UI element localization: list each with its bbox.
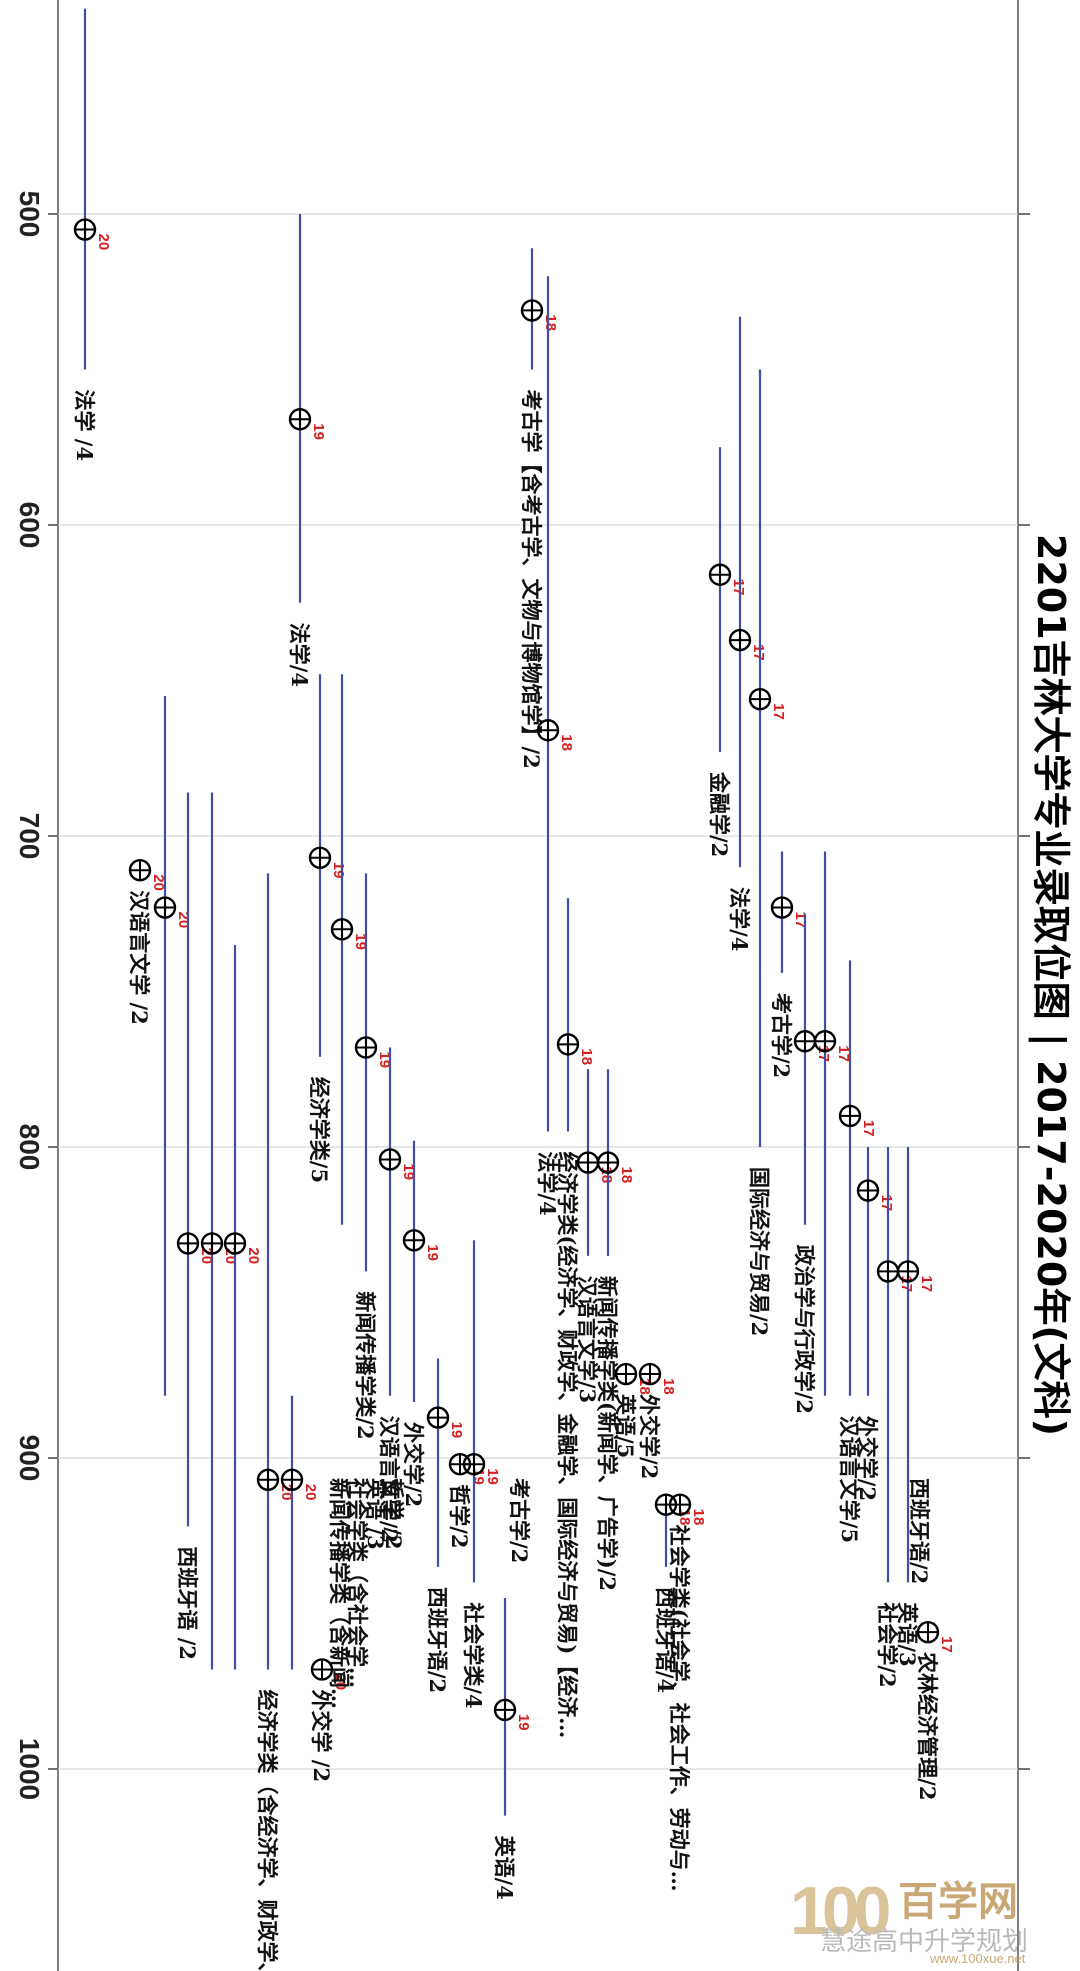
- point-label: 国际经济与贸易/2: [747, 1167, 772, 1336]
- point-label: 西班牙语/2: [907, 1478, 932, 1584]
- point-label: 法学 /4: [72, 390, 97, 462]
- year-label: 20: [175, 912, 192, 929]
- point-label: 西班牙语/4: [653, 1587, 678, 1693]
- year-label: 20: [198, 1247, 215, 1264]
- point-label: 考古学/2: [769, 993, 794, 1078]
- point-label: 汉语言文学/3: [575, 1276, 600, 1403]
- point-label: 新闻传播学类（含新闻…: [327, 1478, 352, 1709]
- watermark-brand: 百学网: [898, 1879, 1018, 1925]
- watermark: 100 百学网 慧途高中升学规划 www.100xue.net: [790, 1865, 1072, 1966]
- point-label: 汉语言文学/5: [837, 1416, 862, 1543]
- year-label: 17: [860, 1120, 877, 1137]
- year-label: 19: [330, 862, 347, 879]
- year-label: 17: [878, 1195, 895, 1212]
- tick-label: 500: [14, 191, 45, 238]
- year-label: 17: [938, 1636, 955, 1653]
- year-label: 19: [424, 1244, 441, 1261]
- tick-label: 700: [14, 813, 45, 860]
- point-label: 社会学类（含社会学…: [345, 1477, 370, 1688]
- year-label: 20: [332, 1673, 349, 1690]
- year-label: 20: [278, 1484, 295, 1501]
- point-label: 西班牙语/2: [425, 1587, 450, 1693]
- point-label: 英语 /3: [363, 1478, 388, 1550]
- point-label: 新闻传播学类/2: [353, 1291, 378, 1439]
- point-label: 外交学 /2: [309, 1689, 334, 1782]
- point-label: 经济学类（含经济学、财政学、…: [255, 1689, 280, 1971]
- point-label: 哲学 /2: [381, 1478, 406, 1550]
- year-label: 20: [245, 1247, 262, 1264]
- watermark-number: 100: [790, 1873, 891, 1949]
- point-label: 法学/4: [535, 1151, 560, 1215]
- year-label: 18: [558, 734, 575, 751]
- tick-label: 1000: [14, 1738, 45, 1800]
- tick-label: 900: [14, 1435, 45, 1482]
- year-label: 20: [302, 1484, 319, 1501]
- year-label: 19: [352, 933, 369, 950]
- point-label: 农林经济管理/2: [915, 1651, 940, 1800]
- point-label: 西班牙语 /2: [175, 1546, 200, 1660]
- point-label: 法学/4: [727, 887, 752, 951]
- year-label: 20: [150, 874, 167, 891]
- year-label: 18: [660, 1378, 677, 1395]
- year-label: 18: [636, 1378, 653, 1395]
- point-label: 外交学/2: [855, 1416, 880, 1501]
- point-label: 英语/4: [492, 1836, 517, 1900]
- point-label: 法学/4: [287, 623, 312, 687]
- watermark-url: www.100xue.net: [930, 1951, 1026, 1966]
- year-label: 19: [376, 1051, 393, 1068]
- point-label: 经济学类/5: [307, 1077, 332, 1183]
- year-label: 20: [95, 234, 112, 251]
- watermark-subtitle: 慧途高中升学规划: [820, 1927, 1029, 1957]
- chart-title: 2201吉林大学专业录取位图 | 2017-2020年(文科): [1028, 534, 1073, 1436]
- year-label: 18: [618, 1167, 635, 1184]
- year-label: 17: [835, 1045, 852, 1062]
- year-label: 19: [484, 1468, 501, 1485]
- year-label: 19: [448, 1422, 465, 1439]
- year-label: 17: [792, 912, 809, 929]
- point-label: 考古学/2: [507, 1478, 532, 1563]
- point-label: 新闻传播学类(新闻学、广告学)/2: [595, 1276, 620, 1591]
- year-label: 17: [750, 644, 767, 661]
- point-label: 汉语言文学/2: [377, 1416, 402, 1543]
- year-label: 18: [578, 1048, 595, 1065]
- year-label: 19: [310, 423, 327, 440]
- point-label: 社会学/2: [875, 1601, 900, 1687]
- year-label: 19: [400, 1163, 417, 1180]
- point-label: 考古学【含考古学、文物与博物馆学】/2: [519, 390, 544, 769]
- year-label: 20: [222, 1247, 239, 1264]
- year-label: 17: [770, 703, 787, 720]
- point-label: 英语/3: [895, 1602, 920, 1666]
- point-label: 英语/5: [613, 1394, 638, 1458]
- tick-label: 600: [14, 502, 45, 549]
- year-label: 17: [730, 579, 747, 596]
- point-label: 政治学与行政学/2: [792, 1245, 817, 1414]
- point-label: 社会学类/4: [461, 1601, 486, 1708]
- point-label: 社会学类(社会学、社会工作、劳动与…: [667, 1524, 692, 1892]
- year-label: 18: [690, 1509, 707, 1526]
- year-label: 17: [918, 1275, 935, 1292]
- tick-label: 800: [14, 1124, 45, 1171]
- point-label: 汉语言文学 /2: [127, 890, 152, 1025]
- point-label: 金融学/2: [707, 771, 732, 857]
- year-label: 19: [515, 1714, 532, 1731]
- point-label: 经济学类(经济学、财政学、金融学、国际经济与贸易)【经济…: [555, 1151, 580, 1738]
- point-label: 外交学/2: [401, 1422, 426, 1507]
- point-label: 哲学/2: [447, 1484, 472, 1548]
- year-label: 18: [542, 314, 559, 331]
- point-label: 外交学/2: [637, 1394, 662, 1479]
